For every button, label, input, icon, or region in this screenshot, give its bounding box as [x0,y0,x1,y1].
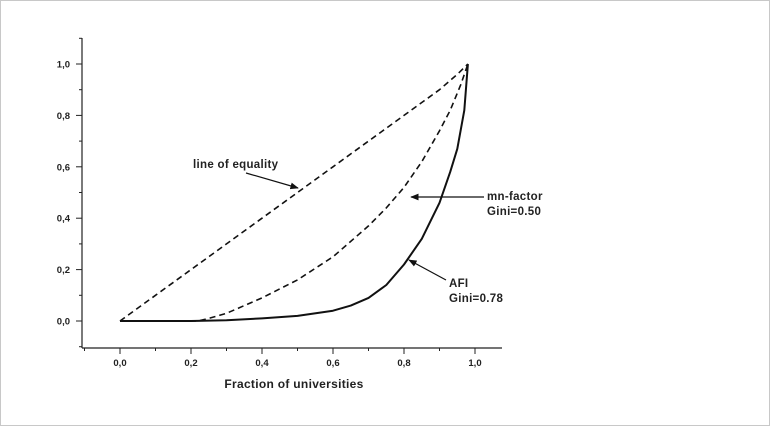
annotation-mn-line-1: Gini=0.50 [487,206,541,218]
x-tick-label: 0,0 [113,358,126,369]
y-tick-label: 0,2 [57,265,70,276]
annotation-afi-line-0: AFI [449,278,468,290]
mn-factor-curve [120,63,469,322]
x-tick-label: 0,8 [397,358,410,369]
annotation-afi-line-1: Gini=0.78 [449,293,503,305]
x-tick-label: 1,0 [468,358,481,369]
x-tick-label: 0,4 [255,358,269,369]
y-tick-label: 0,8 [57,111,70,122]
afi-curve [120,63,469,322]
equality-line [119,63,469,322]
y-tick-label: 0,4 [57,214,71,225]
annotation-mn-line-0: mn-factor [487,191,543,203]
y-tick-label: 0,6 [57,162,70,173]
annotation-arrow-afi [408,259,447,281]
x-tick-label: 0,6 [326,358,339,369]
series-layer [119,63,469,322]
annotation-arrow-equality [245,172,299,190]
y-tick-label: 1,0 [57,60,70,71]
annotation-equality-line-0: line of equality [193,159,279,171]
x-tick-label: 0,2 [184,358,197,369]
axis-ticks: 0,0 0,2 0,4 0,6 0,8 1,0 0,0 0,2 0,4 0,6 0,8 1,0 [57,37,482,369]
x-axis-title: Fraction of universities [224,377,363,391]
y-tick-label: 0,0 [57,317,70,328]
annotation-layer: line of equality mn-factor Gini=0.50 AFI Gin… [193,159,543,305]
